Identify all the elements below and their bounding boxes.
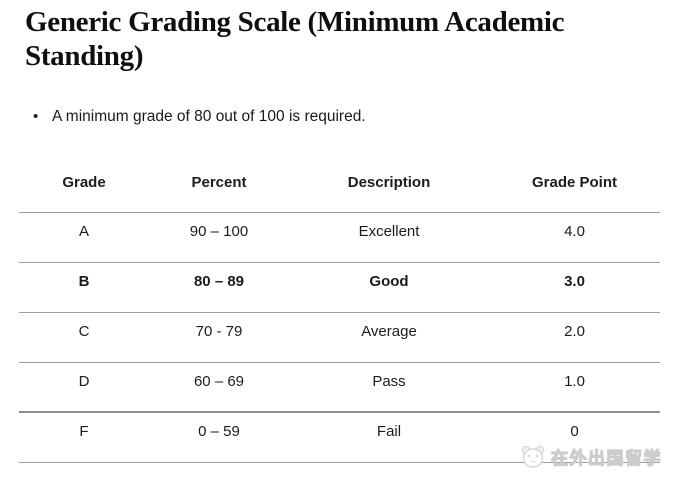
cell-grade-point: 1.0 [489,362,660,413]
column-header-grade: Grade [19,175,149,213]
column-header-percent: Percent [149,175,289,213]
notes-list: • A minimum grade of 80 out of 100 is req… [19,107,660,126]
cell-description: Good [289,262,489,313]
cell-description: Fail [289,412,489,463]
table-row: B 80 – 89 Good 3.0 [19,262,660,313]
cell-percent: 70 - 79 [149,312,289,363]
watermark: 在外出国留学 [518,443,662,470]
table-row: D 60 – 69 Pass 1.0 [19,362,660,413]
table-header: Grade Percent Description Grade Point [19,175,660,213]
content-page: Generic Grading Scale (Minimum Academic … [0,5,678,463]
bullet-icon: • [33,108,39,125]
cell-percent: 90 – 100 [149,212,289,263]
watermark-text: 在外出国留学 [550,448,662,468]
cell-description: Average [289,312,489,363]
note-text: A minimum grade of 80 out of 100 is requ… [52,108,366,125]
column-header-grade-point: Grade Point [489,175,660,213]
cell-percent: 0 – 59 [149,412,289,463]
cell-grade-point: 2.0 [489,312,660,363]
cell-grade: F [19,412,149,463]
cell-grade: A [19,212,149,263]
panda-logo-icon [521,445,545,468]
note-item: • A minimum grade of 80 out of 100 is req… [19,107,660,126]
cell-grade-point: 0 [489,412,660,463]
cell-percent: 60 – 69 [149,362,289,413]
table-row: C 70 - 79 Average 2.0 [19,312,660,363]
cell-description: Excellent [289,212,489,263]
column-header-description: Description [289,175,489,213]
cell-grade: D [19,362,149,413]
cell-grade-point: 3.0 [489,262,660,313]
page-title: Generic Grading Scale (Minimum Academic … [25,6,565,72]
cell-grade: C [19,312,149,363]
cell-description: Pass [289,362,489,413]
cell-grade: B [19,262,149,313]
table-body: A 90 – 100 Excellent 4.0 B 80 – 89 Good 3.0 C 70 … [19,212,660,463]
table-header-row: Grade Percent Description Grade Point [19,175,660,213]
cell-grade-point: 4.0 [489,212,660,263]
cell-percent: 80 – 89 [149,262,289,313]
table-row: A 90 – 100 Excellent 4.0 [19,212,660,263]
